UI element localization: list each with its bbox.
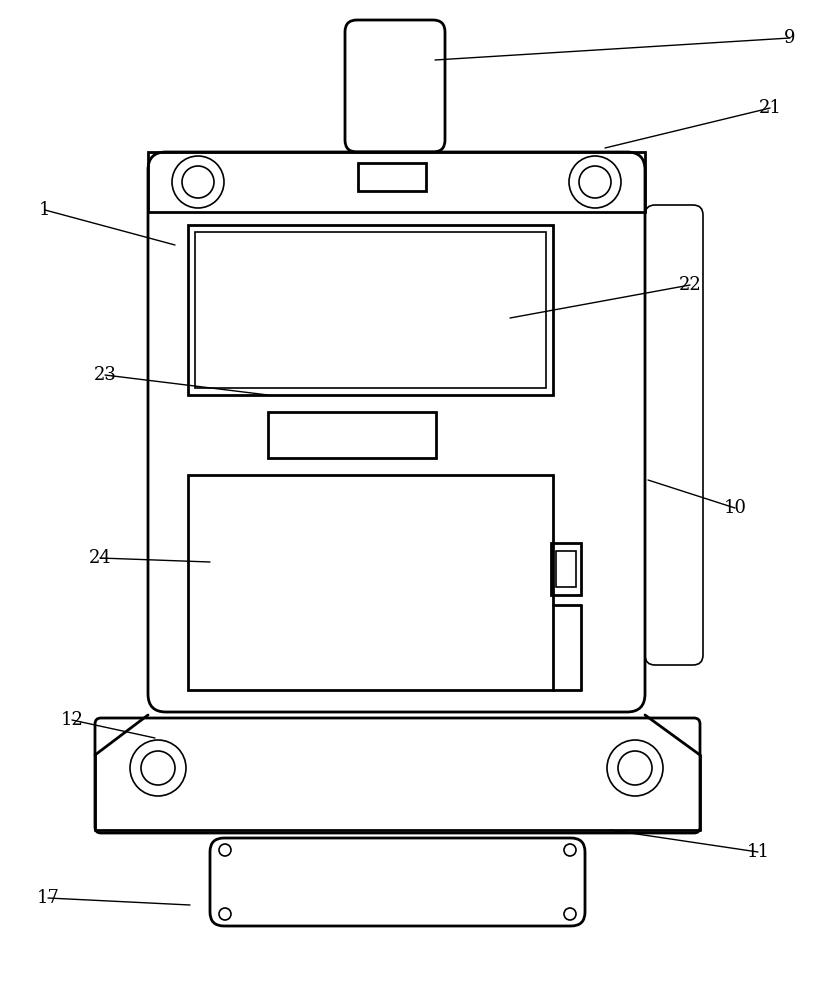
Bar (551, 543, 581, 595)
Text: 24: 24 (88, 549, 112, 567)
Bar (268, 412, 436, 458)
Text: 10: 10 (724, 499, 746, 517)
Text: 23: 23 (93, 366, 117, 384)
Bar (195, 232, 546, 388)
Bar (148, 152, 645, 212)
Text: 1: 1 (39, 201, 51, 219)
Bar (358, 163, 426, 191)
Text: 22: 22 (679, 276, 701, 294)
Text: 12: 12 (61, 711, 83, 729)
Bar (188, 225, 553, 395)
Bar (188, 475, 553, 690)
Text: 9: 9 (784, 29, 796, 47)
Bar (556, 551, 576, 587)
Text: 17: 17 (37, 889, 59, 907)
Text: 21: 21 (759, 99, 781, 117)
Text: 11: 11 (746, 843, 770, 861)
